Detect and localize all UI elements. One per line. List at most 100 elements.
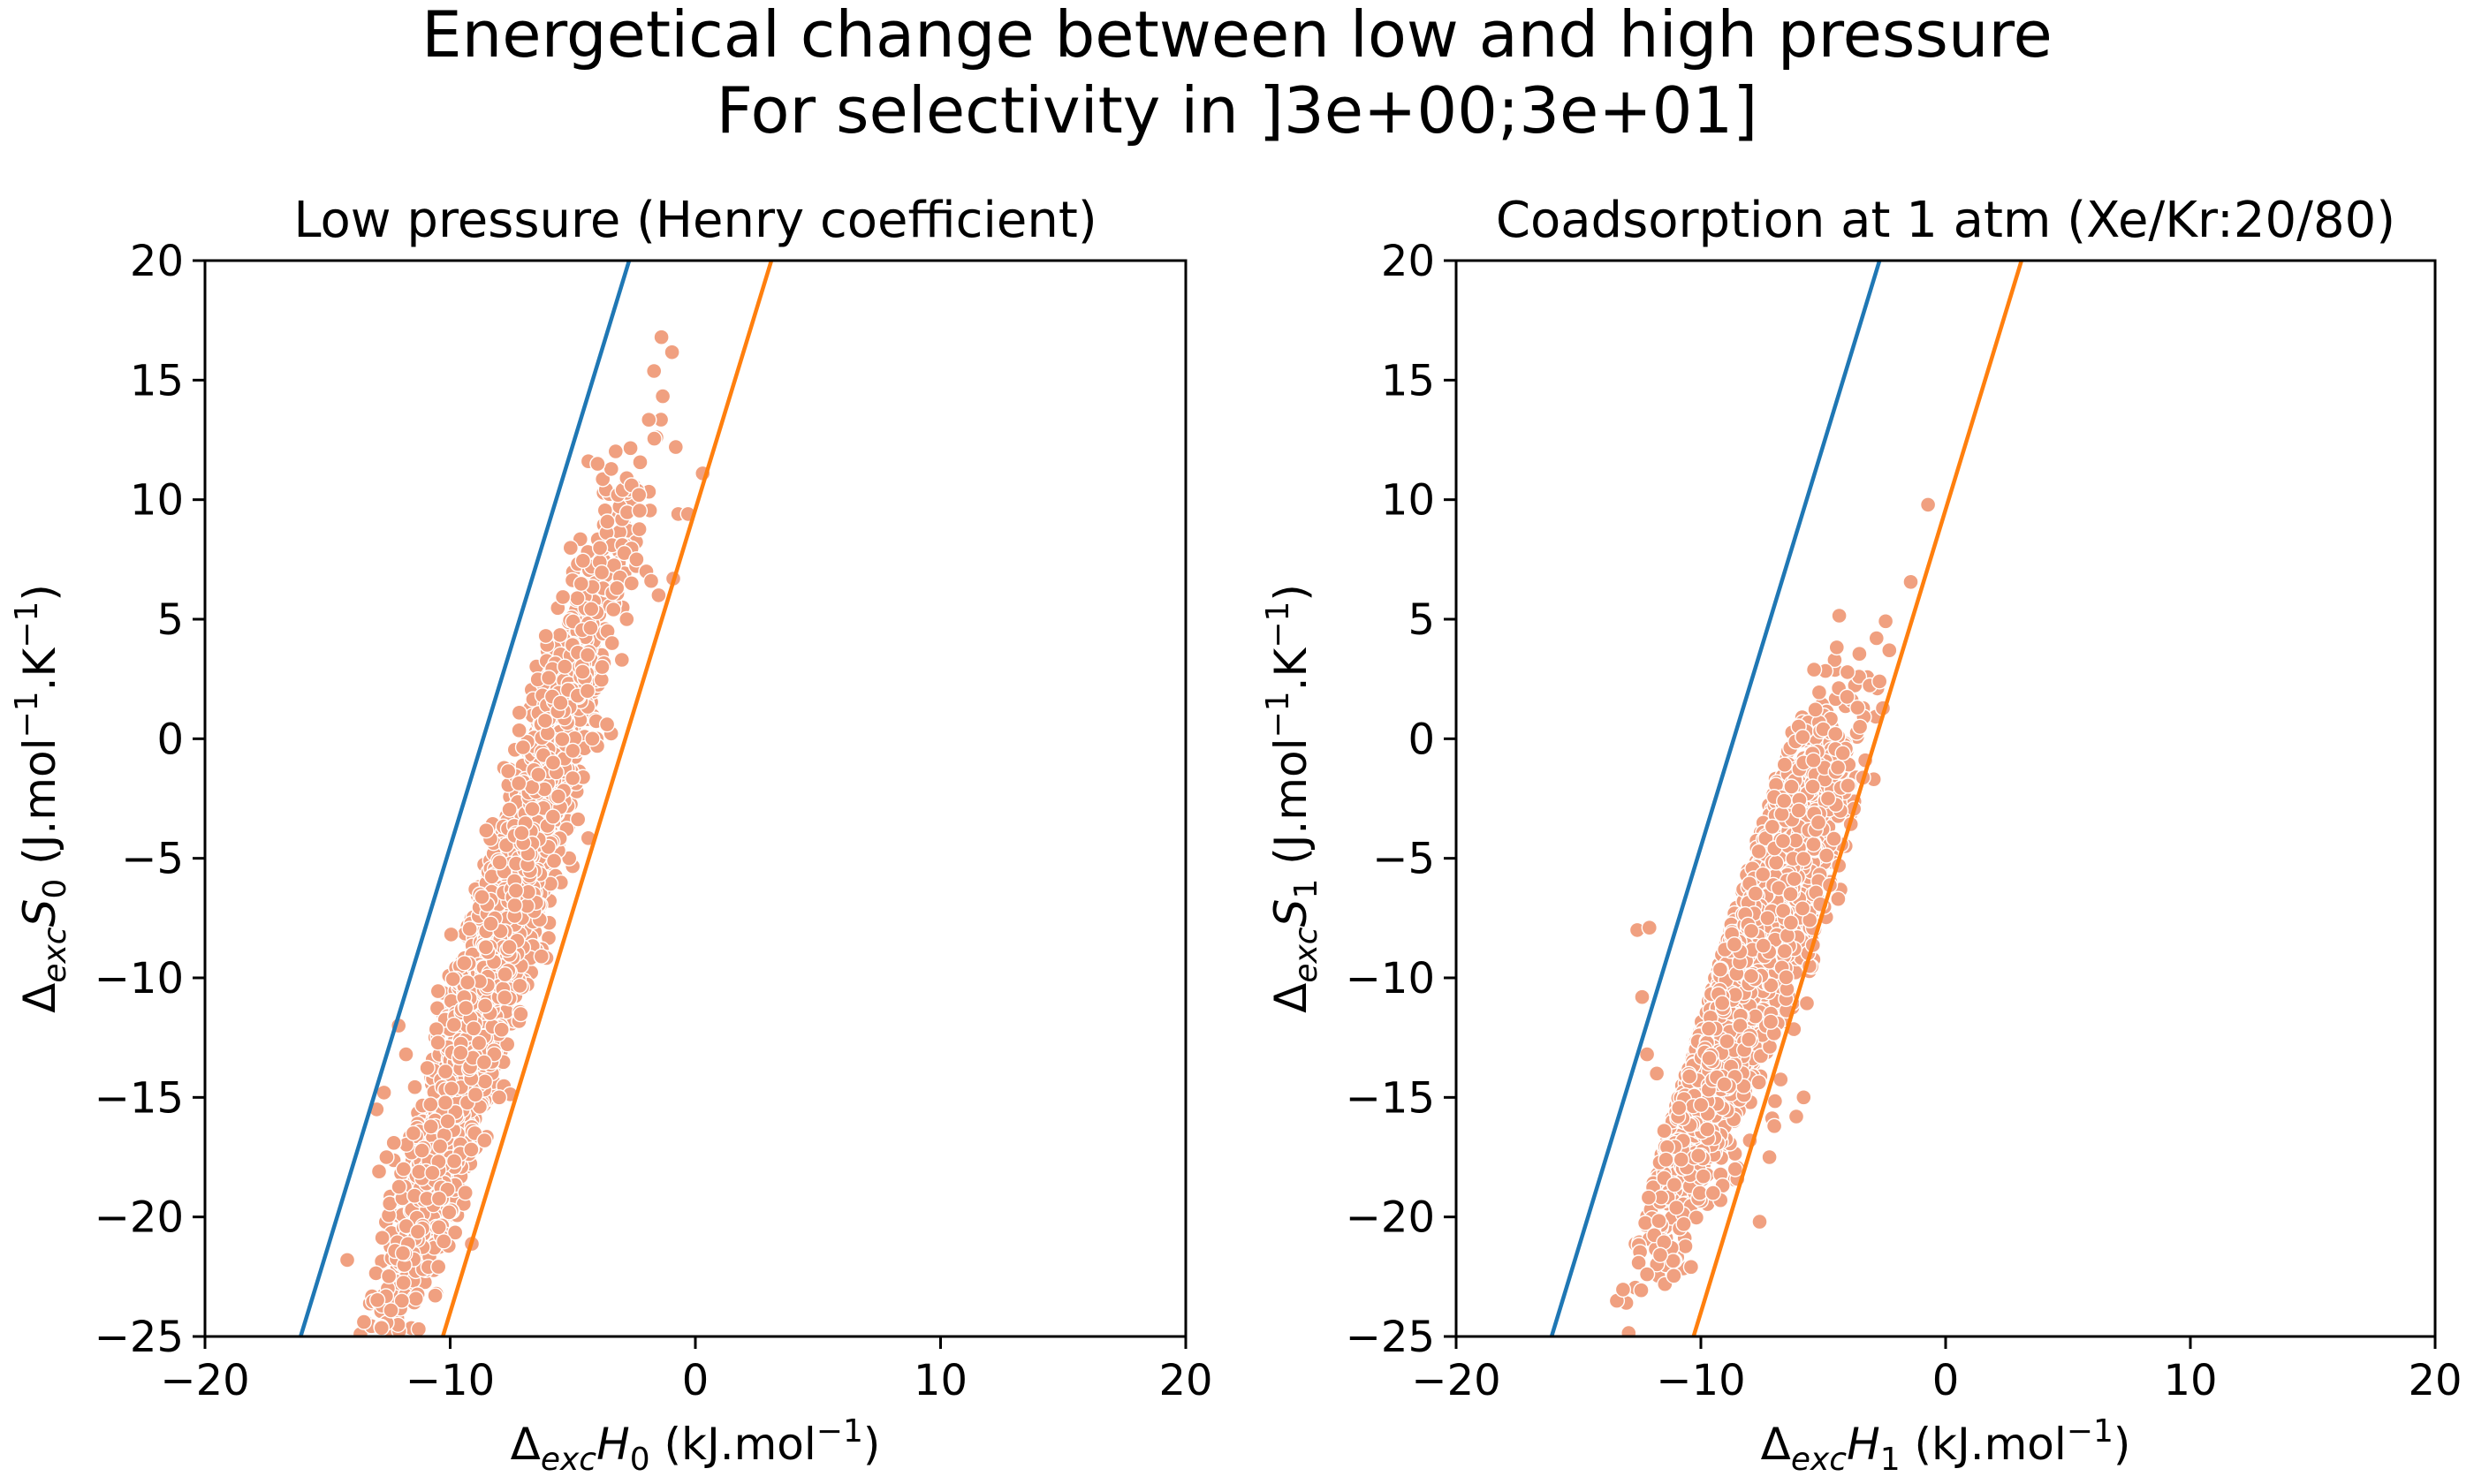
scatter-point — [618, 610, 635, 628]
scatter-point — [583, 601, 600, 617]
scatter-point — [565, 742, 581, 760]
scatter-point — [599, 513, 616, 530]
plot-area — [299, 261, 774, 1336]
scatter-point — [533, 948, 550, 965]
scatter-point — [380, 1268, 398, 1285]
scatter-point — [623, 575, 640, 592]
figure-title-line1: Energetical change between low and high … — [421, 0, 2053, 72]
scatter-point — [537, 627, 554, 645]
right-subplot: −20 −10 0 10 20−25−20−15−10−505101520Coadsor… — [1260, 192, 2463, 1478]
figure-title-line2: For selectivity in ]3e+00;3e+01] — [717, 73, 1758, 148]
scatter-point — [443, 926, 459, 943]
y-tick-label: −20 — [95, 1193, 184, 1243]
scatter-point — [436, 1233, 452, 1250]
scatter-point — [430, 1219, 447, 1236]
scatter-point — [646, 362, 663, 380]
scatter-point — [430, 1190, 448, 1208]
scatter-point — [385, 1134, 402, 1152]
x-tick-label: 10 — [914, 1356, 968, 1405]
scatter-point — [374, 1230, 391, 1246]
scatter-point — [589, 455, 606, 473]
scatter-point — [1877, 613, 1894, 630]
scatter-point — [501, 801, 518, 818]
scatter-point — [459, 973, 476, 991]
blue-reference-line — [299, 261, 632, 1336]
scatter-point — [646, 430, 663, 447]
scatter-point — [478, 822, 495, 839]
plot-area — [1549, 261, 2024, 1336]
scatter-point — [603, 460, 619, 478]
scatter-point — [470, 1034, 488, 1052]
x-tick-label: −20 — [160, 1356, 249, 1405]
scatter-point — [490, 1089, 508, 1106]
y-tick-label: −25 — [95, 1313, 184, 1362]
scatter-point — [544, 808, 562, 825]
scatter-point — [562, 540, 579, 556]
scatter-point — [642, 572, 660, 589]
scatter-point — [476, 1073, 494, 1090]
scatter-point — [653, 329, 670, 345]
scatter-point — [463, 1141, 480, 1158]
scatter-point — [579, 647, 596, 663]
scatter-point — [514, 738, 532, 756]
scatter-point — [570, 811, 587, 828]
scatter-point — [368, 1291, 386, 1309]
scatter-point — [476, 1132, 493, 1149]
x-axis-label: ΔexcH0 (kJ.mol−1) — [511, 1413, 881, 1478]
scatter-point — [436, 1094, 454, 1111]
scatter-point — [406, 1079, 423, 1095]
subplot-title: Low pressure (Henry coefficient) — [293, 192, 1097, 249]
scatter-point — [1766, 1093, 1784, 1109]
scatter-point — [474, 889, 490, 905]
scatter-point — [605, 601, 622, 618]
scatter-point — [500, 762, 517, 780]
scatter-point — [430, 1258, 447, 1276]
scatter-point — [443, 1080, 460, 1097]
scatter-point — [355, 1314, 373, 1330]
scatter-point — [501, 938, 518, 956]
scatter-point — [422, 1096, 439, 1113]
scatter-point — [499, 1035, 516, 1053]
scatter-point — [395, 1161, 412, 1177]
scatter-point — [391, 1178, 407, 1195]
scatter-point — [650, 587, 667, 604]
scatter-point — [1677, 1238, 1694, 1255]
scatter-point — [632, 454, 649, 471]
orange-reference-line — [441, 261, 774, 1336]
scatter-point — [545, 852, 563, 869]
scatter-point — [524, 800, 541, 818]
scatter-point — [477, 939, 495, 956]
scatter-point — [405, 1124, 422, 1142]
scatter-point — [512, 977, 528, 995]
scatter-point — [394, 1245, 412, 1261]
scatter-point — [1919, 496, 1937, 513]
scatter-point — [407, 1291, 424, 1307]
scatter-point — [654, 388, 672, 405]
scatter-point — [491, 854, 508, 871]
scatter-point — [452, 1044, 469, 1062]
scatter-point — [574, 663, 591, 680]
scatter-point — [584, 731, 601, 747]
scatter-point — [461, 920, 478, 937]
scatter-point — [628, 551, 645, 568]
scatter-point — [445, 1016, 462, 1034]
scatter-point — [622, 440, 639, 457]
scatter-point — [458, 999, 474, 1017]
scatter-point — [550, 788, 567, 805]
scatter-point — [428, 1020, 444, 1038]
scatter-point — [476, 997, 494, 1014]
y-tick-label: 20 — [130, 237, 184, 286]
scatter-point — [574, 552, 591, 569]
scatter-point — [427, 1287, 444, 1304]
scatter-point — [1620, 1324, 1637, 1336]
scatter-point — [511, 775, 527, 791]
scatter-point — [409, 1223, 427, 1240]
scatter-point — [439, 1113, 456, 1130]
y-tick-label: 15 — [130, 356, 184, 405]
scatter-point — [631, 520, 648, 538]
scatter-point — [411, 1163, 428, 1180]
scatter-point — [664, 344, 680, 360]
scatter-point — [530, 766, 547, 784]
scatter-cloud — [1608, 496, 1937, 1336]
